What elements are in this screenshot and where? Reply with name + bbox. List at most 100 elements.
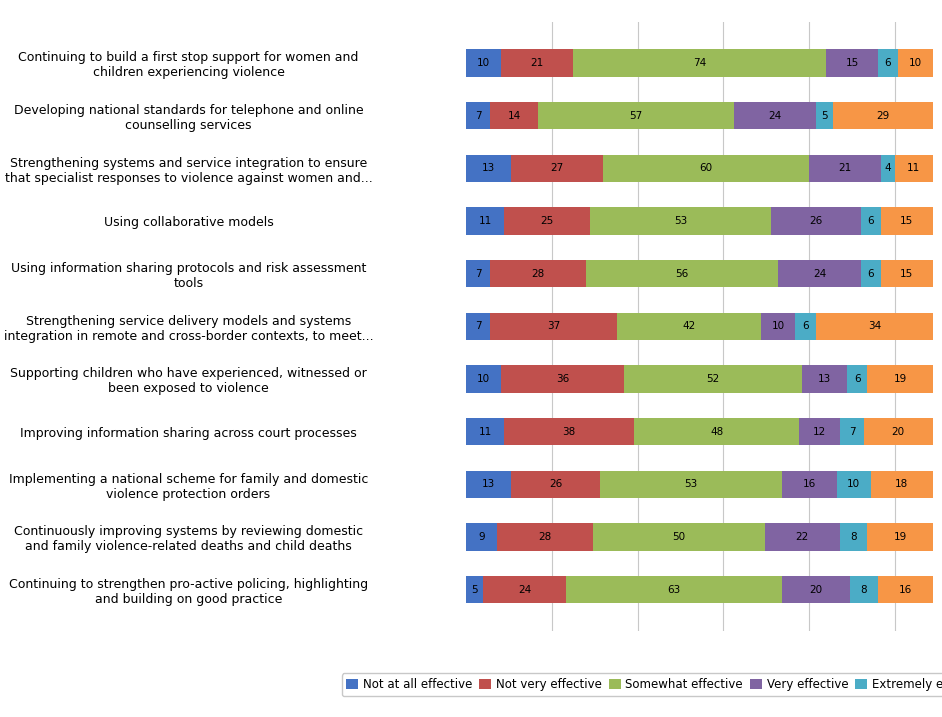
- Bar: [466, 207, 504, 234]
- Bar: [881, 260, 933, 288]
- Text: 13: 13: [818, 374, 831, 384]
- Bar: [617, 313, 761, 340]
- Text: 20: 20: [892, 427, 905, 437]
- Text: 15: 15: [901, 216, 914, 226]
- Bar: [861, 207, 881, 234]
- Text: 10: 10: [477, 374, 490, 384]
- Text: 5: 5: [821, 110, 828, 120]
- Bar: [799, 418, 840, 445]
- Bar: [586, 260, 778, 288]
- Text: 48: 48: [710, 427, 723, 437]
- Text: 28: 28: [531, 269, 544, 279]
- Text: 27: 27: [550, 163, 563, 174]
- Bar: [803, 365, 847, 393]
- Text: 12: 12: [813, 427, 826, 437]
- Text: 26: 26: [809, 216, 822, 226]
- Bar: [600, 470, 782, 498]
- Text: 7: 7: [475, 321, 481, 331]
- Text: 20: 20: [809, 584, 822, 594]
- Text: 52: 52: [706, 374, 720, 384]
- Text: 16: 16: [803, 479, 816, 489]
- Text: 6: 6: [885, 58, 891, 68]
- Text: 26: 26: [549, 479, 562, 489]
- Text: 57: 57: [629, 110, 642, 120]
- Text: 11: 11: [479, 216, 492, 226]
- Text: 13: 13: [482, 163, 495, 174]
- Bar: [809, 155, 881, 182]
- Text: 42: 42: [683, 321, 696, 331]
- Text: 38: 38: [562, 427, 576, 437]
- Text: 21: 21: [838, 163, 852, 174]
- Bar: [566, 576, 782, 603]
- Bar: [826, 49, 878, 77]
- Text: 11: 11: [907, 163, 920, 174]
- Text: 8: 8: [851, 532, 857, 542]
- Bar: [771, 207, 861, 234]
- Text: 10: 10: [477, 58, 490, 68]
- Bar: [466, 418, 504, 445]
- Bar: [840, 523, 868, 551]
- Text: 74: 74: [692, 58, 706, 68]
- Bar: [795, 313, 816, 340]
- Bar: [624, 365, 803, 393]
- Legend: Not at all effective, Not very effective, Somewhat effective, Very effective, Ex: Not at all effective, Not very effective…: [342, 673, 942, 696]
- Text: 16: 16: [899, 584, 912, 594]
- Text: 10: 10: [771, 321, 785, 331]
- Bar: [816, 313, 933, 340]
- Text: 21: 21: [530, 58, 544, 68]
- Text: 7: 7: [475, 110, 481, 120]
- Bar: [895, 155, 933, 182]
- Text: 10: 10: [909, 58, 922, 68]
- Bar: [573, 49, 826, 77]
- Bar: [604, 155, 809, 182]
- Text: 13: 13: [482, 479, 495, 489]
- Text: 18: 18: [895, 479, 908, 489]
- Bar: [497, 523, 593, 551]
- Text: 9: 9: [479, 532, 485, 542]
- Text: 60: 60: [700, 163, 713, 174]
- Bar: [466, 365, 500, 393]
- Text: 24: 24: [813, 269, 826, 279]
- Bar: [881, 207, 933, 234]
- Text: 11: 11: [479, 427, 492, 437]
- Bar: [483, 576, 566, 603]
- Text: 6: 6: [868, 269, 874, 279]
- Text: 53: 53: [684, 479, 697, 489]
- Text: 25: 25: [541, 216, 554, 226]
- Text: 14: 14: [508, 110, 521, 120]
- Bar: [466, 102, 490, 129]
- Text: 29: 29: [876, 110, 889, 120]
- Bar: [590, 207, 771, 234]
- Text: 24: 24: [769, 110, 782, 120]
- Bar: [466, 470, 511, 498]
- Bar: [734, 102, 816, 129]
- Bar: [878, 576, 933, 603]
- Bar: [511, 470, 600, 498]
- Bar: [538, 102, 734, 129]
- Bar: [840, 418, 864, 445]
- Text: 5: 5: [472, 584, 479, 594]
- Bar: [833, 102, 933, 129]
- Bar: [466, 576, 483, 603]
- Bar: [504, 207, 590, 234]
- Bar: [765, 523, 840, 551]
- Bar: [511, 155, 604, 182]
- Bar: [816, 102, 833, 129]
- Text: 56: 56: [675, 269, 689, 279]
- Text: 63: 63: [667, 584, 680, 594]
- Bar: [500, 365, 624, 393]
- Bar: [782, 576, 851, 603]
- Text: 10: 10: [847, 479, 860, 489]
- Text: 24: 24: [518, 584, 531, 594]
- Bar: [634, 418, 799, 445]
- Text: 7: 7: [475, 269, 481, 279]
- Text: 4: 4: [885, 163, 891, 174]
- Text: 7: 7: [849, 427, 855, 437]
- Text: 6: 6: [853, 374, 860, 384]
- Bar: [836, 470, 870, 498]
- Text: 15: 15: [901, 269, 914, 279]
- Text: 6: 6: [868, 216, 874, 226]
- Bar: [778, 260, 861, 288]
- Text: 53: 53: [674, 216, 688, 226]
- Bar: [761, 313, 795, 340]
